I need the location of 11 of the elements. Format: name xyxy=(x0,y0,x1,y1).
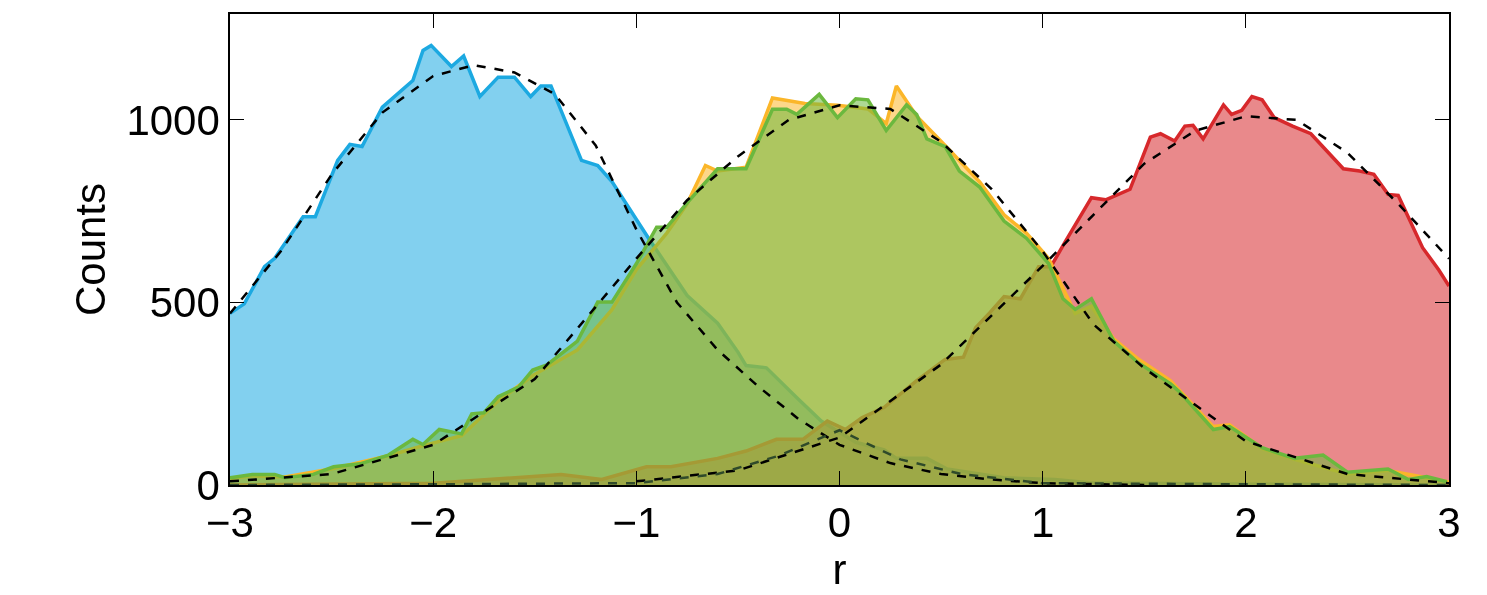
line-series xyxy=(230,428,1449,485)
x-tick-label: −2 xyxy=(409,499,458,547)
x-tick-label: 2 xyxy=(1234,499,1258,547)
x-axis-title: r xyxy=(832,546,847,594)
x-tick-label: 1 xyxy=(1030,499,1055,547)
x-tick-label: 3 xyxy=(1437,499,1461,547)
y-tick-label: 500 xyxy=(149,279,220,327)
x-tick-label: −1 xyxy=(612,499,661,547)
x-tick-label: 0 xyxy=(827,499,852,547)
y-axis-title: Counts xyxy=(66,182,114,317)
y-tick-label: 1000 xyxy=(126,96,220,144)
